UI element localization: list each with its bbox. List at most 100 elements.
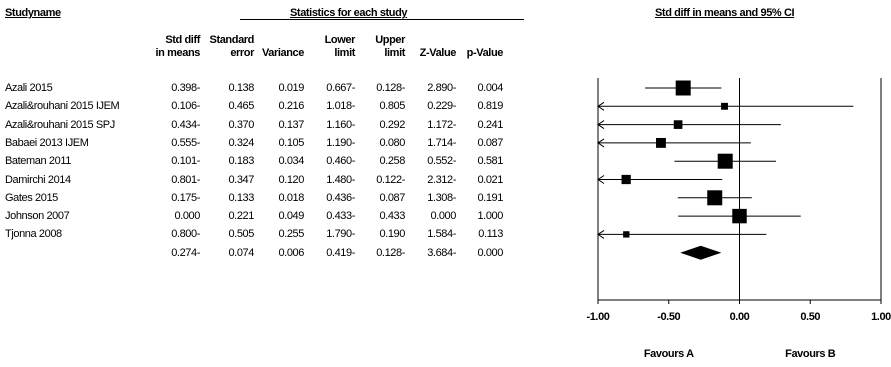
study-name-cell: Azali&rouhani 2015 SPJ bbox=[5, 118, 115, 131]
table-cell: 0.805 bbox=[379, 100, 405, 113]
table-cell: 0.465 bbox=[228, 100, 254, 113]
table-cell: 3.684- bbox=[427, 246, 456, 259]
effect-box bbox=[717, 153, 733, 169]
table-cell: 1.308- bbox=[427, 191, 456, 204]
table-cell: 0.258 bbox=[379, 155, 405, 168]
study-name-cell: Azali&rouhani 2015 IJEM bbox=[5, 100, 120, 113]
table-cell: 0.018 bbox=[278, 191, 304, 204]
column-header: error bbox=[230, 47, 254, 59]
table-cell: 0.087 bbox=[379, 191, 405, 204]
x-tick-label: -0.50 bbox=[657, 311, 681, 323]
table-cell: 1.160- bbox=[326, 118, 355, 131]
summary-diamond bbox=[680, 245, 722, 260]
table-cell: 0.080 bbox=[379, 136, 405, 149]
table-cell: 0.122- bbox=[376, 173, 405, 186]
x-tick-label: -1.00 bbox=[586, 311, 610, 323]
effect-box bbox=[656, 137, 666, 148]
statistics-header-rule bbox=[240, 19, 524, 20]
table-cell: 0.398- bbox=[171, 82, 200, 94]
table-cell: 0.370 bbox=[228, 118, 254, 131]
ci-truncation-arrow bbox=[597, 175, 605, 184]
table-cell: 0.021 bbox=[477, 173, 503, 186]
x-tick-label: 0.00 bbox=[729, 311, 750, 323]
favours-right-label: Favours B bbox=[785, 348, 836, 360]
table-cell: 0.436- bbox=[326, 191, 355, 204]
table-cell: 1.190- bbox=[326, 136, 355, 149]
table-cell: 0.113 bbox=[478, 228, 503, 241]
ci-truncation-arrow bbox=[597, 138, 605, 148]
table-cell: 0.433 bbox=[379, 210, 405, 223]
table-cell: 0.800- bbox=[171, 228, 200, 241]
effect-box bbox=[621, 174, 631, 185]
table-cell: 0.274- bbox=[171, 246, 200, 259]
favours-left-label: Favours A bbox=[643, 348, 694, 360]
study-name-cell: Damirchi 2014 bbox=[5, 173, 71, 186]
ci-truncation-arrow bbox=[597, 101, 605, 111]
table-cell: 0.049 bbox=[278, 210, 304, 223]
ci-truncation-arrow bbox=[597, 229, 605, 239]
table-cell: 0.087 bbox=[477, 136, 503, 149]
study-name-cell: Babaei 2013 IJEM bbox=[5, 136, 89, 149]
study-name-header: Studyname bbox=[5, 7, 61, 19]
table-cell: 2.312- bbox=[427, 173, 456, 186]
x-tick-label: 1.00 bbox=[871, 311, 891, 323]
study-name-cell: Azali 2015 bbox=[5, 82, 53, 94]
effect-box bbox=[707, 190, 723, 206]
table-cell: 0.552- bbox=[427, 155, 456, 168]
statistics-group-header: Statistics for each study bbox=[290, 7, 408, 19]
table-cell: 0.137 bbox=[278, 118, 304, 131]
study-name-cell: Johnson 2007 bbox=[5, 210, 70, 223]
ci-group-header: Std diff in means and 95% CI bbox=[655, 7, 795, 19]
column-header: Standard bbox=[209, 34, 255, 46]
table-cell: 0.128- bbox=[376, 246, 405, 259]
effect-box bbox=[675, 80, 691, 96]
table-cell: 2.890- bbox=[427, 82, 456, 94]
column-header: Upper bbox=[375, 34, 405, 46]
table-cell: 0.000 bbox=[174, 210, 200, 223]
table-cell: 0.120 bbox=[278, 173, 304, 186]
table-cell: 1.000 bbox=[477, 210, 503, 223]
table-cell: 1.790- bbox=[326, 228, 355, 241]
table-cell: 0.292 bbox=[379, 118, 405, 131]
table-cell: 0.138 bbox=[228, 82, 254, 94]
effect-box bbox=[673, 120, 683, 129]
table-cell: 1.480- bbox=[326, 173, 355, 186]
table-cell: 0.801- bbox=[171, 173, 200, 186]
table-cell: 0.004 bbox=[477, 82, 503, 94]
x-tick-label: 0.50 bbox=[800, 311, 821, 323]
table-cell: 0.324 bbox=[228, 136, 254, 149]
study-name-cell: Bateman 2011 bbox=[5, 155, 71, 168]
table-cell: 0.133 bbox=[228, 191, 254, 204]
table-cell: 0.128- bbox=[376, 82, 405, 94]
table-cell: 0.221 bbox=[228, 210, 254, 223]
column-header: Lower bbox=[324, 34, 356, 46]
column-header: limit bbox=[384, 47, 405, 59]
study-name-cell: Gates 2015 bbox=[5, 191, 58, 204]
column-header: p-Value bbox=[466, 47, 504, 59]
table-cell: 1.714- bbox=[427, 136, 456, 149]
column-header: Std diff bbox=[165, 34, 200, 46]
table-cell: 0.229- bbox=[427, 100, 456, 113]
study-name-cell: Tjonna 2008 bbox=[5, 228, 62, 241]
table-cell: 0.101- bbox=[171, 155, 200, 168]
table-cell: 0.460- bbox=[326, 155, 355, 168]
table-cell: 0.819 bbox=[477, 100, 503, 113]
table-cell: 0.505 bbox=[228, 228, 254, 241]
table-cell: 0.433- bbox=[326, 210, 355, 223]
ci-truncation-arrow bbox=[597, 120, 605, 130]
table-cell: 0.555- bbox=[171, 136, 200, 149]
table-cell: 0.006 bbox=[278, 246, 304, 259]
effect-box bbox=[732, 208, 747, 224]
effect-box bbox=[721, 102, 728, 110]
table-cell: 0.175- bbox=[171, 191, 200, 204]
table-cell: 0.074 bbox=[228, 246, 254, 259]
table-cell: 0.434- bbox=[171, 118, 200, 131]
column-header: in means bbox=[155, 47, 201, 59]
column-header: Variance bbox=[261, 47, 304, 59]
table-cell: 0.000 bbox=[430, 210, 456, 223]
table-cell: 0.255 bbox=[278, 228, 304, 241]
table-cell: 1.018- bbox=[326, 100, 355, 113]
table-cell: 0.419- bbox=[326, 246, 355, 259]
table-cell: 0.019 bbox=[278, 82, 304, 94]
